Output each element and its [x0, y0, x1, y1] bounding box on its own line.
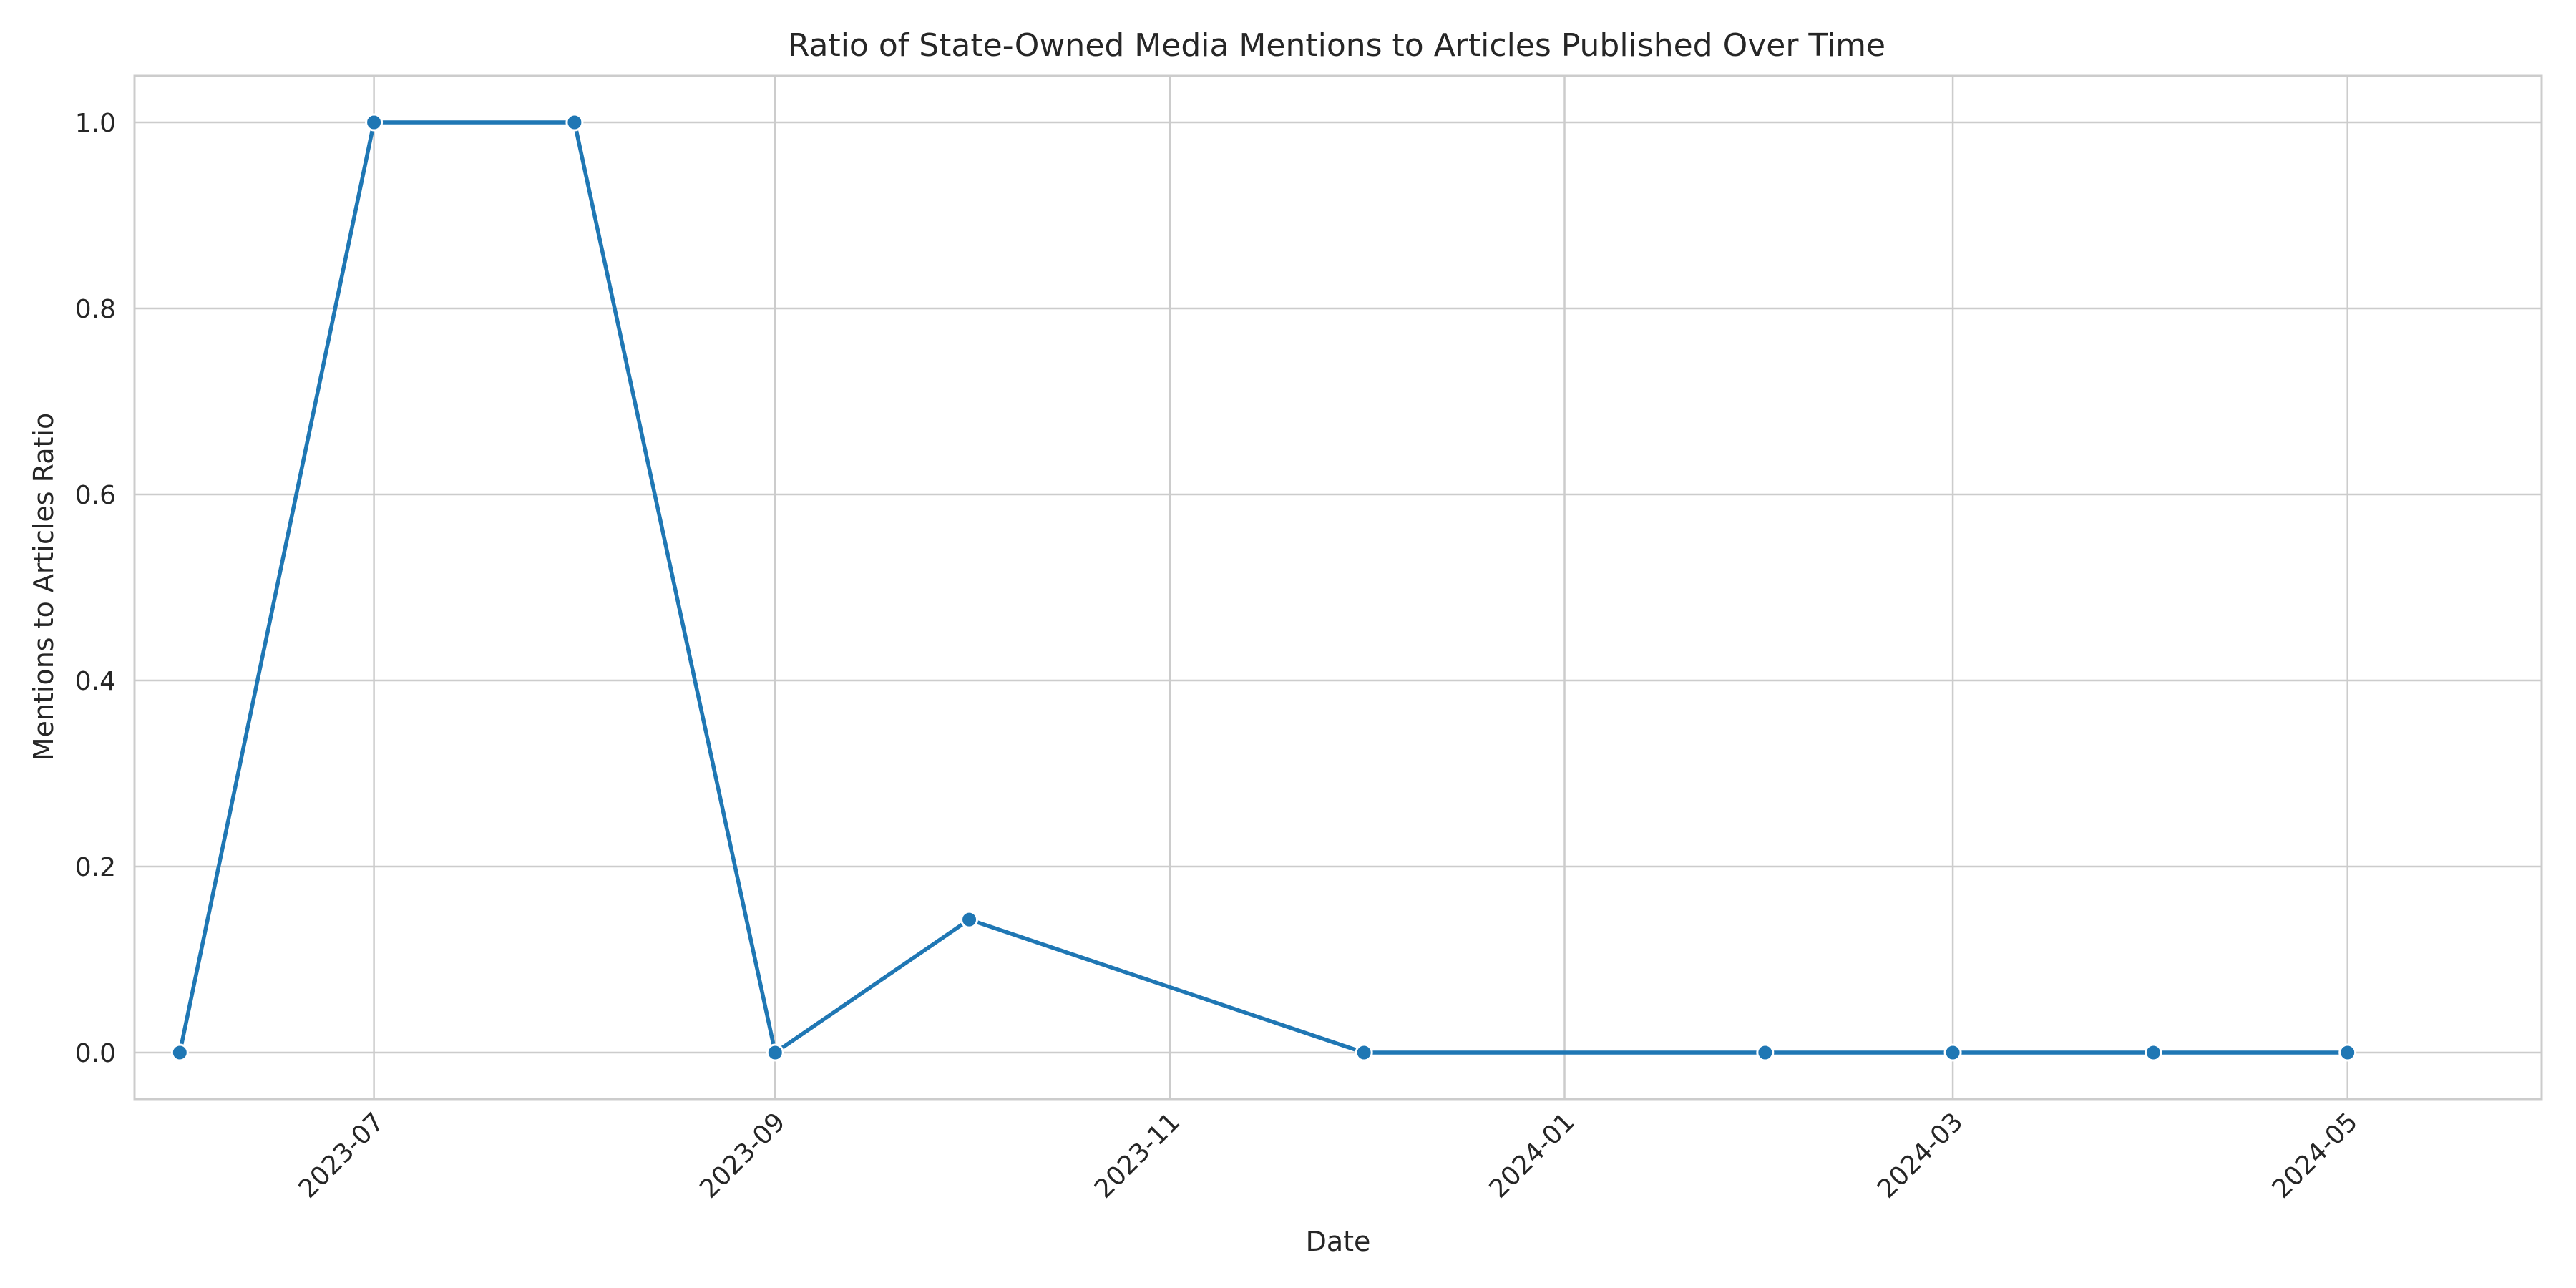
- x-tick-label: 2024-05: [2267, 1107, 2363, 1204]
- chart-title: Ratio of State-Owned Media Mentions to A…: [788, 27, 1885, 64]
- x-tick-label: 2024-01: [1484, 1107, 1581, 1204]
- data-point: [766, 1043, 784, 1062]
- y-tick-label: 0.8: [75, 295, 116, 324]
- y-tick-label: 1.0: [75, 109, 116, 138]
- plot-frame: [133, 74, 2543, 1101]
- y-tick-label: 0.2: [75, 853, 116, 882]
- x-tick-label: 2023-07: [293, 1107, 390, 1204]
- x-axis-label: Date: [1306, 1226, 1371, 1257]
- y-tick-label: 0.0: [75, 1039, 116, 1068]
- x-tick-label: 2023-09: [694, 1107, 791, 1204]
- series-layer: [170, 113, 2357, 1062]
- x-tick-label: 2023-11: [1089, 1107, 1186, 1204]
- data-point: [1756, 1043, 1775, 1062]
- data-point: [365, 113, 384, 132]
- tick-layer: 0.0 0.2 0.4 0.6 0.8 1.0 2023-07 2023-09 2023-11 2…: [75, 109, 2363, 1204]
- data-point: [960, 910, 979, 929]
- data-point: [2144, 1043, 2162, 1062]
- y-tick-label: 0.6: [75, 481, 116, 510]
- data-point: [1355, 1043, 1373, 1062]
- x-tick-label: 2024-03: [1872, 1107, 1968, 1204]
- grid-layer: [135, 76, 2542, 1099]
- data-point: [170, 1043, 189, 1062]
- y-axis-label: Mentions to Articles Ratio: [28, 413, 59, 761]
- data-point: [1943, 1043, 1962, 1062]
- y-tick-label: 0.4: [75, 667, 116, 696]
- data-point: [2338, 1043, 2357, 1062]
- series-line: [177, 120, 2350, 1055]
- data-point: [565, 113, 584, 132]
